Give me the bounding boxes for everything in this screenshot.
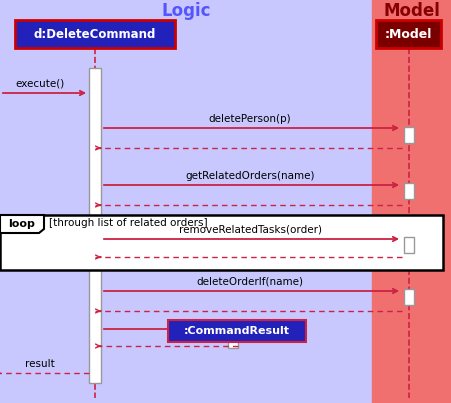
Bar (228, 336, 238, 348)
Bar (0, 215, 443, 270)
Bar (15, 20, 175, 48)
Polygon shape (0, 215, 44, 233)
Text: removeRelatedTasks(order): removeRelatedTasks(order) (179, 225, 322, 235)
Bar (404, 183, 414, 199)
Text: loop: loop (9, 219, 36, 229)
Bar (376, 20, 441, 48)
Text: :Model: :Model (385, 27, 432, 40)
Text: getRelatedOrders(name): getRelatedOrders(name) (185, 171, 315, 181)
Text: deletePerson(p): deletePerson(p) (209, 114, 291, 124)
Text: execute(): execute() (15, 79, 64, 89)
Bar (0, 0, 372, 403)
Text: Model: Model (383, 2, 440, 20)
Text: d:DeleteCommand: d:DeleteCommand (34, 27, 156, 40)
Bar (168, 320, 306, 342)
Text: :CommandResult: :CommandResult (184, 326, 290, 336)
Bar (404, 237, 414, 253)
Bar (404, 289, 414, 305)
Text: Logic: Logic (161, 2, 211, 20)
Bar (404, 127, 414, 143)
Bar (372, 0, 451, 403)
Text: deleteOrderIf(name): deleteOrderIf(name) (197, 277, 304, 287)
Bar (89, 68, 101, 383)
Text: result: result (25, 359, 55, 369)
Text: [through list of related orders]: [through list of related orders] (49, 218, 207, 228)
